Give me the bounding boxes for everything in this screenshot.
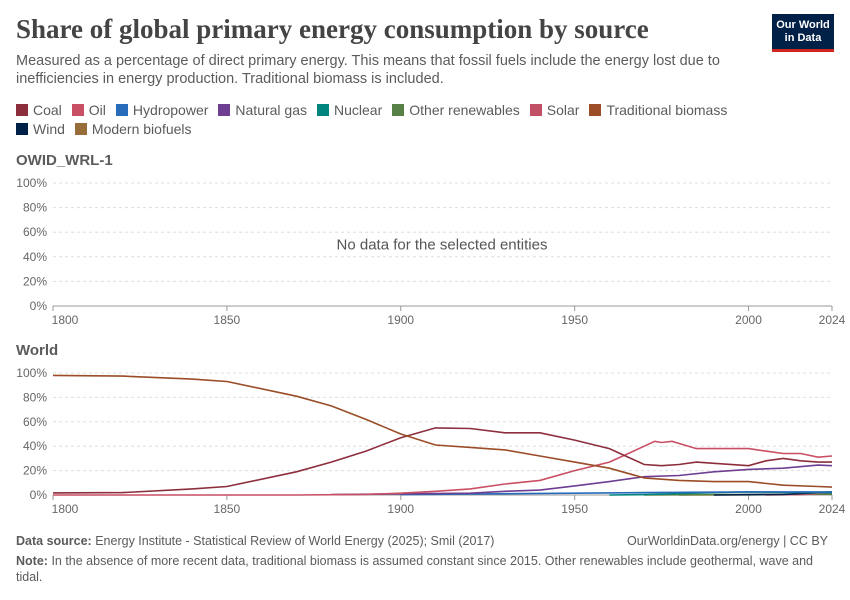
y-tick-label: 100% [16, 366, 47, 380]
legend-item[interactable]: Other renewables [392, 101, 520, 120]
x-tick-label: 1800 [52, 502, 79, 516]
series-line-hydropower[interactable] [400, 491, 832, 496]
owid-logo[interactable]: Our World in Data [772, 14, 834, 52]
legend-swatch [74, 123, 87, 135]
y-tick-label: 0% [30, 299, 48, 313]
legend: Coal Oil Hydropower Natural gas Nuclear Other… [16, 101, 816, 139]
legend-label: Other renewables [409, 102, 520, 118]
no-data-message: No data for the selected entities [337, 237, 548, 254]
y-tick-label: 80% [23, 201, 47, 215]
legend-item[interactable]: Solar [529, 101, 580, 120]
legend-item[interactable]: Coal [16, 101, 62, 120]
legend-label: Oil [88, 102, 106, 118]
y-tick-label: 20% [23, 464, 47, 478]
legend-item[interactable]: Traditional biomass [589, 101, 727, 120]
legend-label: Natural gas [235, 102, 307, 118]
legend-swatch [218, 104, 231, 116]
note: Note: In the absence of more recent data… [16, 554, 813, 584]
series-line-coal[interactable] [52, 427, 832, 494]
legend-item[interactable]: Modern biofuels [74, 120, 192, 139]
x-tick-label: 1900 [387, 502, 414, 516]
license-link[interactable]: OurWorldinData.org/energy | CC BY [626, 534, 828, 548]
legend-label: Hydropower [132, 102, 209, 118]
legend-swatch [16, 104, 28, 116]
legend-swatch [71, 104, 84, 116]
legend-label: Solar [546, 102, 580, 118]
legend-label: Coal [33, 102, 62, 118]
x-tick-label: 1950 [561, 502, 588, 516]
y-tick-label: 20% [23, 274, 47, 288]
legend-label: Nuclear [334, 102, 383, 118]
x-tick-label: 1850 [214, 313, 241, 327]
legend-swatch [529, 104, 542, 116]
y-tick-label: 60% [23, 415, 47, 429]
legend-swatch [115, 104, 128, 116]
legend-swatch [317, 104, 329, 116]
legend-swatch [16, 123, 28, 135]
x-tick-label: 1850 [214, 502, 241, 516]
y-tick-label: 80% [23, 390, 47, 404]
legend-item[interactable]: Hydropower [115, 101, 209, 120]
data-source: Data source: Energy Institute - Statisti… [16, 534, 495, 548]
panel-title: OWID_WRL-1 [16, 152, 113, 169]
legend-item[interactable]: Nuclear [317, 101, 382, 120]
panel-title: World [16, 342, 58, 359]
series-line-traditional-biomass[interactable] [52, 374, 833, 488]
y-tick-label: 40% [23, 250, 47, 264]
chart-title: Share of global primary energy consumpti… [16, 14, 649, 44]
y-tick-label: 60% [23, 225, 47, 239]
legend-label: Traditional biomass [606, 102, 728, 118]
chart-subtitle: Measured as a percentage of direct prima… [16, 53, 720, 87]
legend-swatch [589, 104, 602, 116]
legend-label: Modern biofuels [91, 121, 192, 137]
y-tick-label: 40% [23, 439, 47, 453]
x-tick-label: 2024 [819, 313, 846, 327]
x-tick-label: 1950 [561, 313, 588, 327]
series-line-oil[interactable] [53, 440, 833, 496]
x-tick-label: 2000 [735, 313, 762, 327]
x-tick-label: 1900 [387, 313, 414, 327]
legend-swatch [392, 104, 405, 116]
legend-item[interactable]: Natural gas [218, 101, 307, 120]
series-line-natural-gas[interactable] [331, 464, 833, 496]
legend-label: Wind [33, 121, 65, 137]
y-tick-label: 100% [16, 176, 47, 190]
y-tick-label: 0% [30, 488, 48, 502]
x-tick-label: 1800 [52, 313, 79, 327]
x-tick-label: 2024 [819, 502, 846, 516]
x-tick-label: 2000 [735, 502, 762, 516]
legend-item[interactable]: Oil [71, 101, 106, 120]
legend-item[interactable]: Wind [16, 120, 65, 139]
